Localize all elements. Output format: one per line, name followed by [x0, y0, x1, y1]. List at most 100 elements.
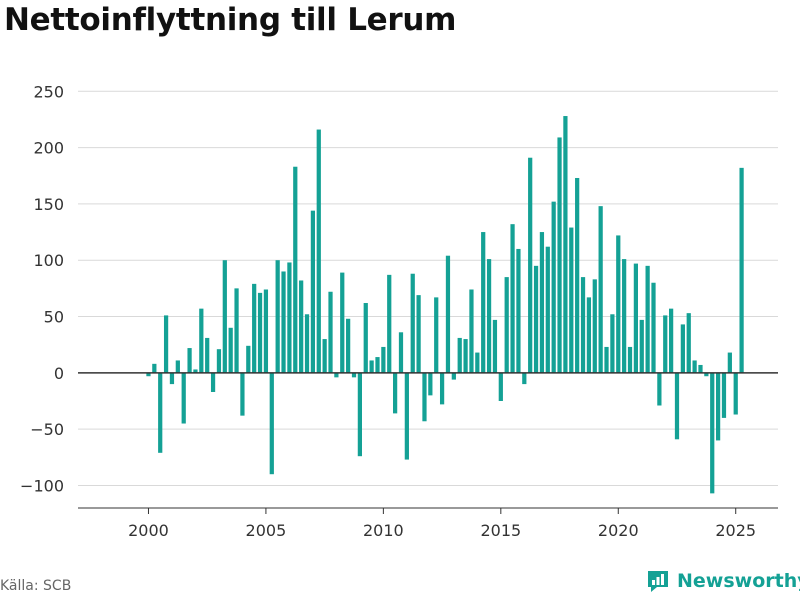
bar — [633, 263, 638, 373]
bar — [193, 369, 198, 373]
bar — [481, 232, 486, 373]
x-tick-label: 2025 — [715, 521, 756, 540]
bar — [416, 295, 421, 373]
bar — [475, 352, 480, 373]
y-tick-label: −50 — [30, 420, 64, 439]
y-tick-label: 100 — [33, 251, 64, 270]
bar — [498, 372, 503, 401]
bar — [545, 246, 550, 373]
bar — [351, 372, 357, 378]
bar — [616, 235, 621, 373]
bar — [234, 288, 239, 373]
bar — [199, 308, 204, 373]
bar — [152, 363, 157, 373]
bar — [486, 259, 492, 373]
bar — [181, 372, 186, 424]
bar — [516, 248, 521, 373]
y-tick-label: 0 — [54, 364, 64, 383]
bar — [240, 372, 245, 416]
bar — [580, 277, 586, 373]
bar — [622, 259, 627, 373]
bar — [469, 289, 474, 373]
bar — [657, 372, 662, 406]
y-tick-label: 50 — [44, 308, 64, 327]
bar — [163, 315, 169, 373]
bar — [398, 332, 404, 373]
bar — [586, 297, 592, 373]
bar — [710, 372, 715, 494]
bar — [410, 273, 415, 373]
axes: −100 −50 0 50 100 150 200 250 2000 2005 2010 2015 20… — [20, 82, 778, 540]
bar — [434, 297, 439, 373]
bar — [216, 349, 222, 373]
bar — [428, 372, 433, 396]
bar — [257, 292, 263, 373]
bar — [651, 282, 656, 373]
bar — [692, 360, 697, 373]
bar — [404, 372, 409, 460]
bar — [346, 318, 351, 373]
x-tick-label: 2005 — [246, 521, 287, 540]
bar — [451, 372, 456, 380]
bar — [205, 337, 210, 373]
bar — [669, 308, 674, 373]
bar — [281, 271, 286, 373]
y-tick-label: 200 — [33, 139, 64, 158]
bar — [158, 372, 163, 453]
bar — [645, 265, 650, 373]
bar — [551, 201, 556, 373]
x-tick-label: 2000 — [128, 521, 169, 540]
bar — [539, 232, 545, 373]
y-tick-label: 250 — [33, 82, 64, 101]
bar — [363, 303, 368, 373]
bar — [463, 339, 468, 373]
bar — [175, 360, 180, 373]
bar — [627, 346, 633, 373]
bar — [246, 345, 251, 373]
bar — [357, 372, 362, 457]
bar — [733, 372, 738, 415]
bar — [727, 352, 732, 373]
bar — [334, 372, 339, 378]
bar — [393, 372, 398, 414]
bar — [222, 260, 227, 373]
bar — [639, 319, 644, 373]
bar — [293, 166, 298, 373]
bar — [598, 206, 603, 373]
x-tick-label: 2010 — [363, 521, 404, 540]
bar — [340, 272, 345, 373]
bar — [457, 337, 462, 373]
bar — [680, 324, 685, 373]
bar — [704, 372, 709, 377]
x-tick-label: 2020 — [598, 521, 639, 540]
bar — [528, 157, 533, 373]
x-tick-label: 2015 — [480, 521, 521, 540]
bar — [492, 319, 498, 373]
bar — [533, 265, 539, 373]
bar — [610, 314, 615, 373]
bar — [299, 280, 304, 373]
bar — [604, 346, 609, 373]
bar — [674, 372, 680, 440]
bar — [575, 177, 580, 373]
bar — [569, 227, 574, 373]
bar — [328, 291, 333, 373]
bar — [439, 372, 445, 405]
bar — [739, 167, 744, 373]
bar — [263, 289, 269, 373]
bar — [316, 129, 321, 373]
bars — [146, 116, 744, 494]
gridlines — [78, 90, 778, 486]
bar — [187, 348, 192, 373]
source-label: Källa: SCB — [0, 578, 72, 594]
bar — [592, 279, 597, 373]
bar — [721, 372, 727, 418]
bar — [304, 314, 310, 373]
bar — [698, 364, 703, 373]
bar — [310, 210, 316, 373]
bar — [252, 283, 257, 373]
bar — [287, 262, 292, 373]
bar — [504, 277, 509, 373]
bar — [369, 360, 374, 373]
